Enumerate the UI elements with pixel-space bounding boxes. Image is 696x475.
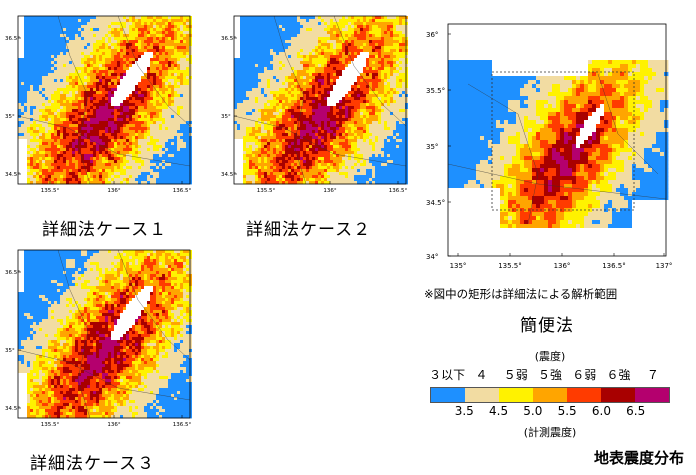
figure-caption: 地表震度分布	[593, 449, 684, 467]
legend-unit-instrumental: (計測震度)	[523, 426, 577, 439]
lon-tick-label: 136°	[107, 422, 120, 428]
lat-tick-label: 36°	[426, 31, 438, 39]
lat-tick-label: 34.5°	[426, 199, 445, 207]
lon-tick-label: 136°	[554, 262, 571, 270]
lat-tick-label: 35°	[426, 143, 438, 151]
lat-tick-label: 34.5°	[5, 172, 20, 178]
simple-method-map-svg: 36° 35.5° 35° 34.5° 34° 135° 135.5° 136° 136.5° 1…	[426, 23, 673, 270]
simple-method-map: 36° 35.5° 35° 34.5° 34° 135° 135.5° 136° 136.5° 1…	[424, 20, 674, 278]
lat-tick-label: 35°	[5, 114, 15, 120]
detail-map-case-2: 36.5° 35° 34.5° 135.5° 136° 136.5°	[220, 12, 408, 200]
lon-tick-label: 135.5°	[498, 262, 522, 270]
lon-tick-label: 136°	[323, 188, 336, 194]
lon-tick-label: 137°	[656, 262, 673, 270]
legend-class-label: ６弱	[572, 368, 597, 382]
lat-tick-label: 36.5°	[5, 36, 20, 42]
lon-tick-label: 136.5°	[602, 262, 626, 270]
lat-tick-label: 34.5°	[221, 172, 236, 178]
lon-tick-label: 136°	[107, 188, 120, 194]
legend-tick-label: 5.0	[523, 404, 543, 418]
lat-tick-label: 34.5°	[5, 406, 20, 412]
legend-swatch	[430, 387, 465, 403]
legend-class-label: ４	[475, 368, 488, 382]
legend-class-label: ６強	[606, 368, 631, 382]
lat-tick-label: 36.5°	[5, 270, 20, 276]
detail-map-case-1: 36.5° 35° 34.5° 135.5° 136° 136.5°	[4, 12, 192, 200]
intensity-legend: (震度) ３以下 ４ ５弱 ５強 ６弱 ６強 ７ 3.5 4.5 5.0 5.5 6.0 6.5 (計…	[429, 348, 670, 448]
legend-swatch	[567, 387, 601, 403]
legend-class-label: ５強	[537, 368, 563, 382]
lon-tick-label: 136.5°	[389, 188, 408, 194]
lon-tick-label: 135.5°	[41, 422, 60, 428]
legend-tick-label: 6.5	[626, 404, 646, 418]
detail-map-case-3-svg: 36.5° 35° 34.5° 135.5° 136° 136.5°	[5, 249, 192, 428]
analysis-range-note: ※図中の矩形は詳細法による解析範囲	[424, 287, 618, 301]
lat-tick-label: 34°	[426, 253, 438, 261]
detail-map-case-2-svg: 36.5° 35° 34.5° 135.5° 136° 136.5°	[221, 15, 408, 194]
legend-swatch	[499, 387, 533, 403]
legend-tick-label: 6.0	[591, 404, 611, 418]
detail-case-2-label: 詳細法ケース２	[246, 220, 372, 240]
legend-class-label: ３以下	[429, 368, 466, 382]
lat-tick-label: 35.5°	[426, 87, 445, 95]
legend-tick-label: 4.5	[489, 404, 509, 418]
lon-tick-label: 135.5°	[257, 188, 276, 194]
legend-swatch	[635, 387, 670, 403]
detail-case-3-label: 詳細法ケース３	[30, 454, 156, 474]
lon-tick-label: 135.5°	[41, 188, 60, 194]
legend-swatch	[465, 387, 499, 403]
legend-unit-intensity: (震度)	[534, 350, 566, 363]
legend-class-label: ７	[646, 368, 659, 382]
legend-tick-label: 5.5	[557, 404, 577, 418]
legend-swatch	[601, 387, 635, 403]
lon-tick-label: 136.5°	[173, 422, 192, 428]
simple-method-label: 簡便法	[520, 316, 574, 336]
lat-tick-label: 35°	[5, 348, 15, 354]
detail-case-1-label: 詳細法ケース１	[42, 220, 168, 240]
lon-tick-label: 135°	[450, 262, 467, 270]
lat-tick-label: 36.5°	[221, 36, 236, 42]
lon-tick-label: 136.5°	[173, 188, 192, 194]
detail-map-case-3: 36.5° 35° 34.5° 135.5° 136° 136.5°	[4, 246, 192, 434]
legend-class-label: ５弱	[503, 368, 528, 382]
lat-tick-label: 35°	[221, 114, 231, 120]
legend-color-bar	[430, 387, 670, 403]
detail-map-case-1-svg: 36.5° 35° 34.5° 135.5° 136° 136.5°	[5, 15, 192, 194]
legend-swatch	[533, 387, 567, 403]
legend-tick-label: 3.5	[454, 404, 474, 418]
